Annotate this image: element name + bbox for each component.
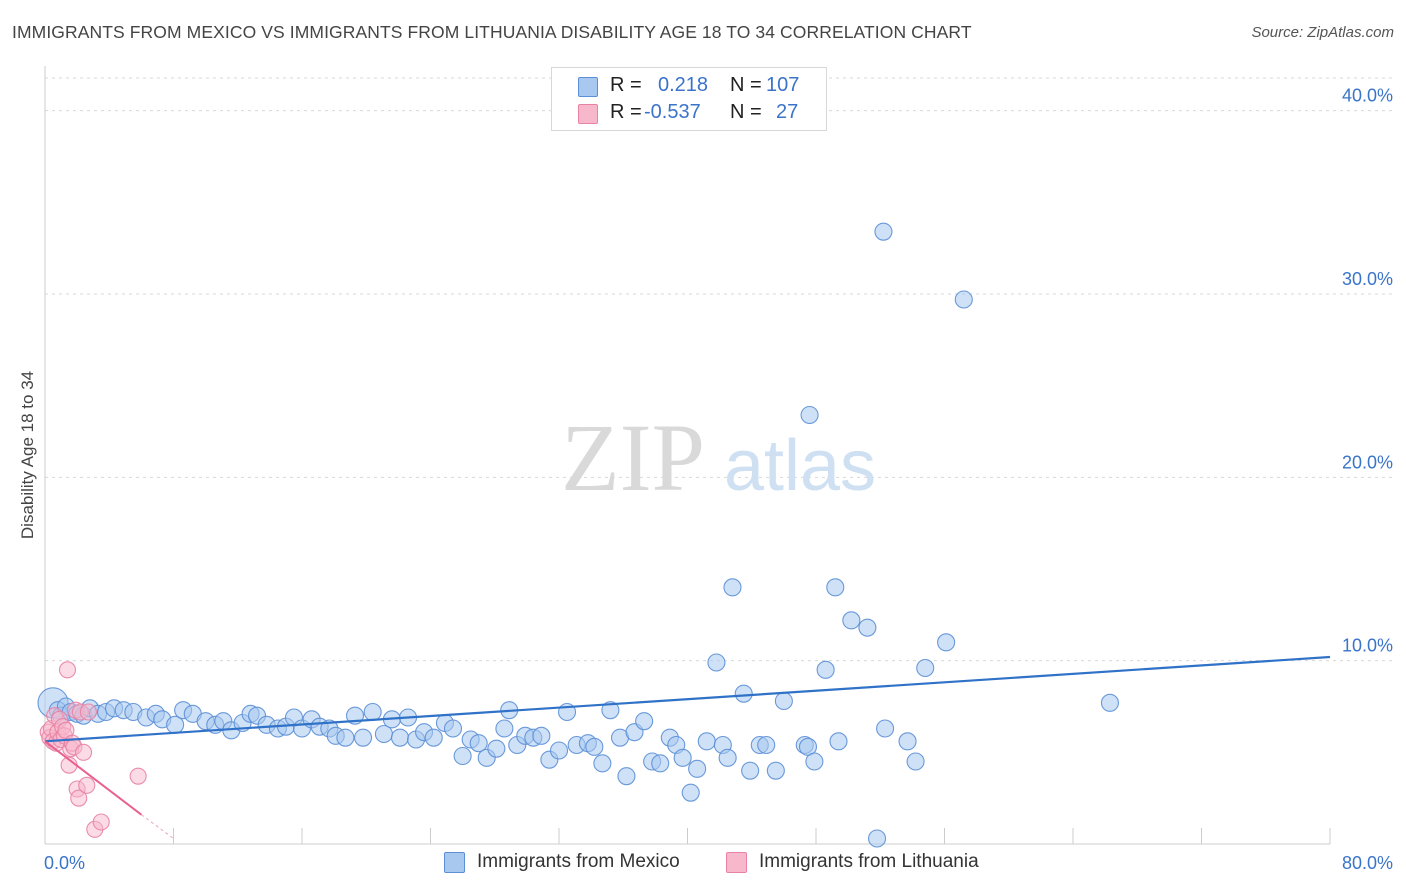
mexico-point (766, 761, 785, 780)
legend-r-label: R = (610, 101, 642, 123)
mexico-point (487, 739, 506, 758)
mexico-point (532, 726, 551, 745)
mexico-point (816, 660, 835, 679)
legend-row-lithuania: R = -0.537 N = 27 (552, 101, 826, 127)
mexico-point (954, 290, 973, 309)
mexico-point (723, 578, 742, 597)
mexico-point (469, 734, 488, 753)
mexico-point (585, 737, 604, 756)
mexico-point (353, 728, 373, 747)
grid-layer (45, 77, 1392, 662)
lithuania-point (129, 767, 147, 785)
mexico-point (363, 702, 382, 722)
legend-swatch-mexico (578, 77, 598, 97)
lithuania-point (79, 703, 97, 721)
y-tick-label: 30.0% (1342, 269, 1393, 289)
stats-legend: R = 0.218 N = 107 R = -0.537 N = 27 (551, 67, 827, 131)
bottom-legend-label-lithuania: Immigrants from Lithuania (759, 851, 979, 872)
y-tick-label: 40.0% (1342, 86, 1393, 106)
mexico-point (741, 761, 760, 780)
mexico-point (707, 653, 726, 672)
mexico-point (867, 829, 887, 848)
watermark-atlas: atlas (724, 426, 876, 506)
mexico-point (718, 748, 737, 767)
trend-layer (44, 655, 1331, 839)
watermark-zip: ZIP (561, 404, 705, 511)
y-tick-label: 20.0% (1342, 452, 1393, 472)
mexico-point (757, 735, 776, 755)
series-mexico-points (37, 222, 1119, 848)
mexico-point (681, 783, 700, 802)
axis-label-layer: 10.0% 20.0% 30.0% 40.0% 0.0% 80.0% (44, 86, 1393, 873)
legend-n-value: 27 (776, 101, 799, 123)
bottom-legend-swatch-mexico (444, 852, 465, 873)
mexico-point (635, 712, 654, 731)
watermark: ZIP atlas (561, 404, 876, 511)
lithuania-point (92, 813, 110, 831)
lithuania-point (58, 661, 77, 679)
mexico-point (805, 752, 824, 771)
mexico-point (734, 684, 753, 703)
lithuania-trend-line (44, 740, 142, 816)
mexico-point (390, 728, 410, 747)
mexico-point (826, 578, 845, 597)
mexico-point (593, 754, 612, 773)
legend-row-mexico: R = 0.218 N = 107 (552, 74, 826, 100)
lithuania-point (78, 776, 96, 794)
mexico-point (549, 741, 569, 760)
lithuania-point (75, 743, 93, 761)
legend-swatch-lithuania (578, 104, 598, 124)
mexico-point (876, 719, 895, 738)
y-tick-label: 10.0% (1342, 636, 1393, 656)
legend-n-label: N = (730, 101, 762, 123)
mexico-point (651, 754, 670, 773)
mexico-point (842, 611, 861, 630)
mexico-point (443, 719, 463, 738)
mexico-point (688, 759, 707, 778)
y-axis-title: Disability Age 18 to 34 (18, 370, 37, 540)
mexico-point (937, 633, 956, 652)
mexico-point (916, 658, 935, 678)
bottom-legend-swatch-lithuania (726, 852, 747, 873)
mexico-point (898, 732, 917, 751)
x-tick-label: 80.0% (1342, 853, 1393, 873)
chart-title: IMMIGRANTS FROM MEXICO VS IMMIGRANTS FRO… (12, 22, 972, 42)
mexico-point (829, 732, 848, 751)
mexico-point (906, 752, 925, 771)
legend-n-label: N = (730, 74, 762, 96)
mexico-point (617, 767, 636, 786)
mexico-point (453, 746, 472, 766)
mexico-point (874, 222, 893, 241)
mexico-point (495, 719, 514, 738)
mexico-point (673, 748, 692, 767)
legend-r-value: -0.537 (644, 101, 701, 123)
legend-r-label: R = (610, 74, 642, 96)
mexico-point (774, 691, 793, 711)
mexico-point (1100, 693, 1119, 712)
legend-n-value: 107 (766, 74, 800, 96)
source-credit: Source: ZipAtlas.com (1251, 24, 1394, 41)
mexico-point (800, 405, 819, 425)
bottom-legend-label-mexico: Immigrants from Mexico (477, 851, 680, 872)
lithuania-trend-extension (141, 814, 174, 839)
mexico-trend-line (44, 655, 1331, 743)
mexico-point (858, 618, 877, 637)
x-tick-label: 0.0% (44, 853, 85, 873)
mexico-point (424, 728, 443, 747)
mexico-point (601, 701, 620, 720)
lithuania-point (70, 789, 88, 807)
mexico-point (697, 732, 716, 751)
mexico-point (336, 728, 355, 747)
legend-r-value: 0.218 (658, 74, 709, 96)
